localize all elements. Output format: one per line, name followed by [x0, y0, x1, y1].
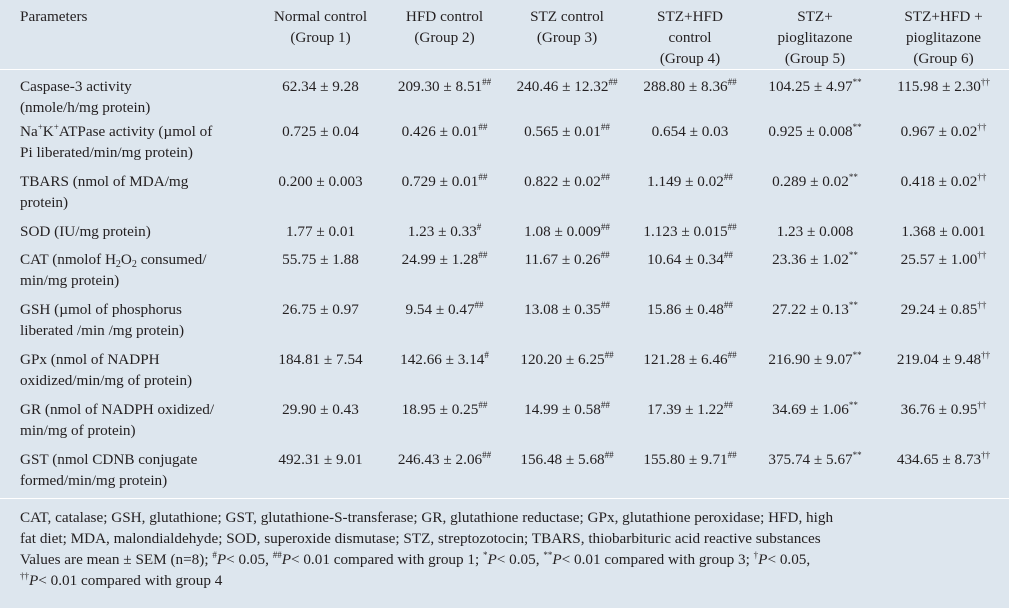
table-row: CAT (nmolof H2O2 consumed/min/mg protein… — [0, 247, 1009, 297]
table-cell: 115.98 ± 2.30†† — [897, 77, 990, 96]
row-label: TBARS (nmol of MDA/mg protein) — [20, 172, 189, 211]
table-cell: 375.74 ± 5.67** — [752, 446, 878, 499]
table-cell: 209.30 ± 8.51## — [397, 77, 492, 96]
table-cell: 240.46 ± 12.32## — [516, 77, 618, 96]
table-cell: 55.75 ± 1.88 — [282, 250, 359, 268]
table-row: Na+K+ATPase activity (µmol of Pi liberate… — [0, 119, 1009, 169]
table-cell: 0.729 ± 0.01## — [401, 171, 488, 190]
table-cell: 0.200 ± 0.003 — [278, 172, 363, 190]
table-cell: 155.80 ± 9.71## — [628, 446, 752, 499]
table-cell: 1.08 ± 0.009## — [524, 221, 610, 240]
table-cell: 120.20 ± 6.25## — [520, 349, 614, 368]
table-cell: 184.81 ± 7.54 — [278, 350, 363, 368]
row-label: SOD (IU/mg protein) — [20, 222, 151, 240]
table-cell: 0.426 ± 0.01## — [401, 121, 488, 140]
table-cell: 27.22 ± 0.13** — [772, 299, 858, 318]
table-cell: 14.99 ± 0.58## — [524, 399, 610, 418]
table-cell: 24.99 ± 1.28## — [401, 249, 488, 268]
table-cell: 1.77 ± 0.01 — [285, 222, 356, 240]
header-group-4: STZ+HFD control (Group 4) — [628, 0, 752, 70]
abbreviations-line: CAT, catalase; GSH, glutathione; GST, gl… — [20, 509, 834, 526]
header-group-3: STZ control (Group 3) — [506, 0, 628, 70]
header-row: Parameters Normal control (Group 1) HFD c… — [0, 0, 1009, 70]
table-cell: 15.86 ± 0.48## — [647, 299, 733, 318]
table-cell: 104.25 ± 4.97** — [768, 77, 862, 96]
statistics-note: Values are mean ± SEM (n=8); #P< 0.05, #… — [20, 550, 811, 569]
table-row: TBARS (nmol of MDA/mg protein) 0.200 ± 0.… — [0, 169, 1009, 219]
table-cell: 246.43 ± 2.06## — [383, 446, 506, 499]
table-cell: 492.31 ± 9.01 — [258, 446, 383, 499]
table-row: GR (nmol of NADPH oxidized/min/mg of pro… — [0, 397, 1009, 447]
table-cell: 23.36 ± 1.02** — [772, 249, 858, 268]
table-cell: 0.925 ± 0.008** — [768, 121, 862, 140]
table-cell: 121.28 ± 6.46## — [643, 349, 737, 368]
table-cell: 142.66 ± 3.14# — [400, 349, 489, 368]
row-label: GR (nmol of NADPH oxidized/min/mg of pro… — [20, 400, 215, 439]
table-cell: 216.90 ± 9.07** — [768, 349, 862, 368]
table-cell: 1.23 ± 0.008 — [776, 222, 854, 240]
table-cell: 10.64 ± 0.34## — [647, 249, 733, 268]
table-cell: 288.80 ± 8.36## — [643, 77, 737, 96]
table-cell: 17.39 ± 1.22## — [647, 399, 733, 418]
row-label: GST (nmol CDNB conjugate formed/min/mg pr… — [0, 446, 258, 499]
table-cell: 13.08 ± 0.35## — [524, 299, 610, 318]
table-cell: 219.04 ± 9.48†† — [896, 349, 991, 368]
table-row: Caspase-3 activity (nmole/h/mg protein) 6… — [0, 70, 1009, 119]
table-cell: 1.149 ± 0.02## — [647, 171, 733, 190]
results-table: Parameters Normal control (Group 1) HFD c… — [0, 0, 1009, 499]
table-cell: 25.57 ± 1.00†† — [900, 249, 987, 268]
table-cell: 0.289 ± 0.02** — [772, 171, 858, 190]
table-cell: 36.76 ± 0.95†† — [900, 399, 987, 418]
row-label: GSH (µmol of phosphorus liberated /min /m… — [20, 300, 185, 339]
table-cell: 1.368 ± 0.001 — [901, 222, 986, 240]
header-parameters: Parameters — [0, 0, 258, 70]
table-cell: 0.822 ± 0.02## — [524, 171, 610, 190]
header-group-2: HFD control (Group 2) — [383, 0, 506, 70]
header-group-5: STZ+ pioglitazone (Group 5) — [752, 0, 878, 70]
table-cell: 434.65 ± 8.73†† — [878, 446, 1009, 499]
table-cell: 0.418 ± 0.02†† — [900, 171, 987, 190]
header-group-6: STZ+HFD + pioglitazone (Group 6) — [878, 0, 1009, 70]
table-cell: 156.48 ± 5.68## — [506, 446, 628, 499]
statistics-note-cont: ††P< 0.01 compared with group 4 — [20, 571, 223, 590]
abbreviations-line: fat diet; MDA, malondialdehyde; SOD, sup… — [20, 530, 821, 547]
table-cell: 29.24 ± 0.85†† — [900, 299, 987, 318]
table-cell: 1.23 ± 0.33# — [407, 221, 482, 240]
table-cell: 62.34 ± 9.28 — [282, 78, 359, 95]
table-row: GPx (nmol of NADPH oxidized/min/mg of pro… — [0, 347, 1009, 397]
row-label: Caspase-3 activity (nmole/h/mg protein) — [20, 78, 151, 116]
table-row: GSH (µmol of phosphorus liberated /min /m… — [0, 297, 1009, 347]
row-label: Na+K+ATPase activity (µmol of Pi liberate… — [20, 121, 213, 161]
table-cell: 34.69 ± 1.06** — [772, 399, 858, 418]
table-cell: 0.967 ± 0.02†† — [900, 121, 987, 140]
table-footnote: CAT, catalase; GSH, glutathione; GST, gl… — [0, 499, 1009, 591]
table-cell: 1.123 ± 0.015## — [643, 221, 737, 240]
table-cell: 29.90 ± 0.43 — [282, 400, 359, 418]
table-cell: 11.67 ± 0.26## — [524, 249, 610, 268]
row-label: CAT (nmolof H2O2 consumed/min/mg protein… — [20, 250, 207, 289]
table-cell: 9.54 ± 0.47## — [405, 299, 484, 318]
table-row: SOD (IU/mg protein) 1.77 ± 0.01 1.23 ± 0… — [0, 219, 1009, 247]
table-cell: 0.565 ± 0.01## — [524, 121, 610, 140]
row-label: GPx (nmol of NADPH oxidized/min/mg of pro… — [20, 350, 193, 389]
table-row: GST (nmol CDNB conjugate formed/min/mg pr… — [0, 446, 1009, 499]
table-cell: 18.95 ± 0.25## — [401, 399, 488, 418]
table-cell: 0.725 ± 0.04 — [282, 122, 359, 140]
table-cell: 0.654 ± 0.03 — [651, 122, 729, 140]
table-cell: 26.75 ± 0.97 — [282, 300, 359, 318]
header-group-1: Normal control (Group 1) — [258, 0, 383, 70]
